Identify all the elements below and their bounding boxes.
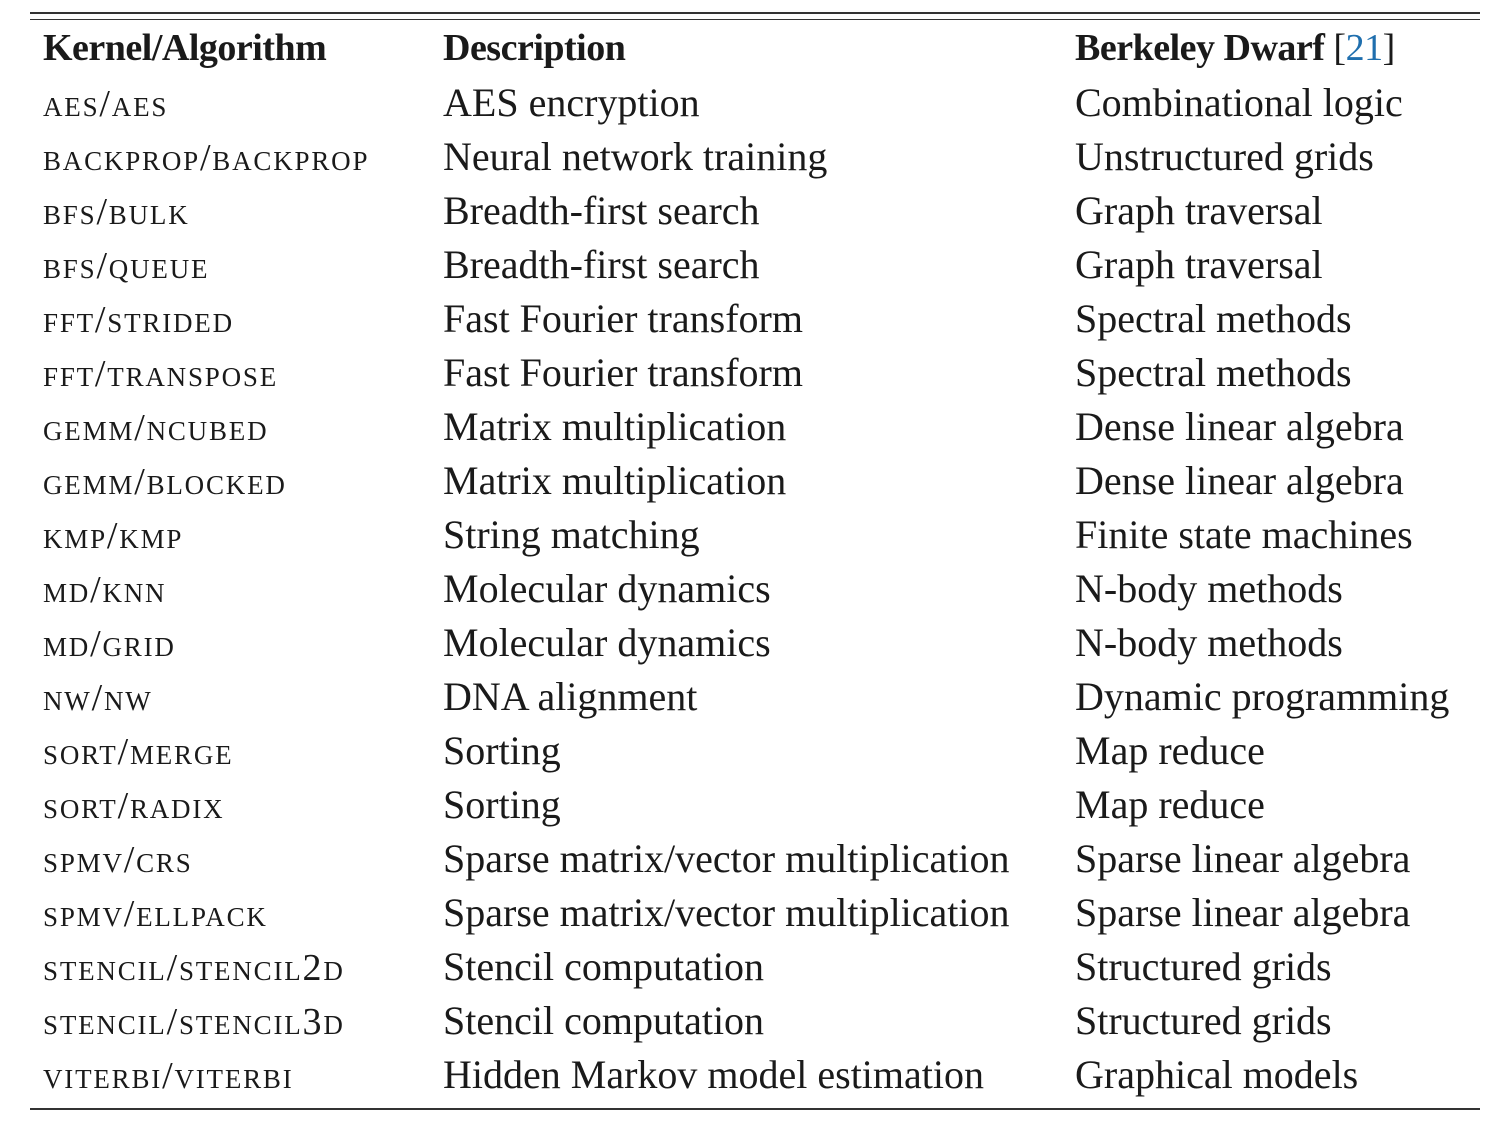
table-body: aes/aes AES encryption Combinational logic… [30, 76, 1480, 1102]
cell-kernel: sort/merge [43, 731, 234, 773]
table-header-row: Kernel/Algorithm Description Berkeley Dw… [30, 20, 1480, 76]
cell-dwarf: Spectral methods [1075, 350, 1352, 395]
cell-description: DNA alignment [443, 674, 698, 719]
cell-kernel: stencil/stencil2d [43, 947, 345, 989]
cell-dwarf: Graphical models [1075, 1052, 1359, 1097]
cell-dwarf: Combinational logic [1075, 80, 1403, 125]
table-row: bfs/queue Breadth-first search Graph trave… [30, 238, 1480, 292]
cell-dwarf: Unstructured grids [1075, 134, 1374, 179]
cell-description: Breadth-first search [443, 188, 760, 233]
table-row: stencil/stencil3d Stencil computation Stru… [30, 994, 1480, 1048]
cell-kernel: gemm/blocked [43, 461, 287, 503]
cell-dwarf: Structured grids [1075, 944, 1332, 989]
cell-dwarf: Graph traversal [1075, 188, 1323, 233]
table-row: fft/transpose Fast Fourier transform Spect… [30, 346, 1480, 400]
cell-description: Stencil computation [443, 944, 765, 989]
cell-dwarf: Map reduce [1075, 728, 1265, 773]
table-row: backprop/backprop Neural network training… [30, 130, 1480, 184]
header-description: Description [443, 27, 626, 69]
table-row: sort/merge Sorting Map reduce [30, 724, 1480, 778]
cell-description: Matrix multiplication [443, 404, 787, 449]
cell-kernel: viterbi/viterbi [43, 1055, 294, 1097]
cell-dwarf: Map reduce [1075, 782, 1265, 827]
table-row: md/grid Molecular dynamics N-body methods [30, 616, 1480, 670]
cell-kernel: backprop/backprop [43, 137, 370, 179]
cell-dwarf: Dynamic programming [1075, 674, 1450, 719]
cell-dwarf: Graph traversal [1075, 242, 1323, 287]
cell-kernel: fft/transpose [43, 353, 279, 395]
cell-kernel: spmv/ellpack [43, 893, 268, 935]
cell-kernel: kmp/kmp [43, 515, 184, 557]
header-kernel: Kernel/Algorithm [43, 27, 327, 69]
citation[interactable]: [21] [1333, 27, 1396, 69]
cell-kernel: bfs/bulk [43, 191, 190, 233]
cell-description: Molecular dynamics [443, 620, 771, 665]
cell-kernel: nw/nw [43, 677, 153, 719]
cell-description: String matching [443, 512, 700, 557]
table-row: sort/radix Sorting Map reduce [30, 778, 1480, 832]
cell-description: Matrix multiplication [443, 458, 787, 503]
cell-description: Molecular dynamics [443, 566, 771, 611]
cell-dwarf: Spectral methods [1075, 296, 1352, 341]
cell-kernel: gemm/ncubed [43, 407, 269, 449]
cell-dwarf: Sparse linear algebra [1075, 890, 1411, 935]
table-row: aes/aes AES encryption Combinational logic [30, 76, 1480, 130]
cell-dwarf: Finite state machines [1075, 512, 1413, 557]
cell-description: Stencil computation [443, 998, 765, 1043]
cell-dwarf: N-body methods [1075, 566, 1343, 611]
benchmark-table: Kernel/Algorithm Description Berkeley Dw… [30, 12, 1480, 1110]
top-rule-inner [30, 19, 1480, 20]
table-row: gemm/ncubed Matrix multiplication Dense li… [30, 400, 1480, 454]
table-row: stencil/stencil2d Stencil computation Stru… [30, 940, 1480, 994]
table-row: spmv/crs Sparse matrix/vector multiplicat… [30, 832, 1480, 886]
bottom-rule [30, 1108, 1480, 1110]
table-row: bfs/bulk Breadth-first search Graph traver… [30, 184, 1480, 238]
table-row: gemm/blocked Matrix multiplication Dense l… [30, 454, 1480, 508]
cell-dwarf: Sparse linear algebra [1075, 836, 1411, 881]
header-dwarf-label: Berkeley Dwarf [1075, 27, 1325, 69]
cell-description: Sorting [443, 728, 561, 773]
cell-kernel: spmv/crs [43, 839, 193, 881]
table-row: viterbi/viterbi Hidden Markov model estim… [30, 1048, 1480, 1102]
cell-kernel: bfs/queue [43, 245, 210, 287]
cell-kernel: md/grid [43, 623, 176, 665]
table-row: md/knn Molecular dynamics N-body methods [30, 562, 1480, 616]
table-row: spmv/ellpack Sparse matrix/vector multipl… [30, 886, 1480, 940]
table-row: kmp/kmp String matching Finite state machi… [30, 508, 1480, 562]
cell-description: Sparse matrix/vector multiplication [443, 890, 1010, 935]
header-dwarf: Berkeley Dwarf [21] [1075, 20, 1480, 76]
citation-number[interactable]: 21 [1345, 27, 1384, 69]
cell-description: Breadth-first search [443, 242, 760, 287]
table-row: fft/strided Fast Fourier transform Spectra… [30, 292, 1480, 346]
citation-open: [ [1333, 27, 1346, 69]
cell-description: Hidden Markov model estimation [443, 1052, 985, 1097]
cell-description: Sparse matrix/vector multiplication [443, 836, 1010, 881]
cell-description: Neural network training [443, 134, 828, 179]
citation-close: ] [1382, 27, 1396, 69]
top-rule [30, 12, 1480, 14]
cell-dwarf: N-body methods [1075, 620, 1343, 665]
cell-dwarf: Structured grids [1075, 998, 1332, 1043]
cell-dwarf: Dense linear algebra [1075, 458, 1404, 503]
cell-description: Fast Fourier transform [443, 350, 803, 395]
cell-kernel: stencil/stencil3d [43, 1001, 345, 1043]
table-row: nw/nw DNA alignment Dynamic programming [30, 670, 1480, 724]
cell-kernel: sort/radix [43, 785, 225, 827]
cell-description: Fast Fourier transform [443, 296, 803, 341]
cell-dwarf: Dense linear algebra [1075, 404, 1404, 449]
cell-kernel: aes/aes [43, 83, 169, 125]
cell-description: Sorting [443, 782, 561, 827]
cell-kernel: md/knn [43, 569, 167, 611]
cell-description: AES encryption [443, 80, 700, 125]
cell-kernel: fft/strided [43, 299, 234, 341]
